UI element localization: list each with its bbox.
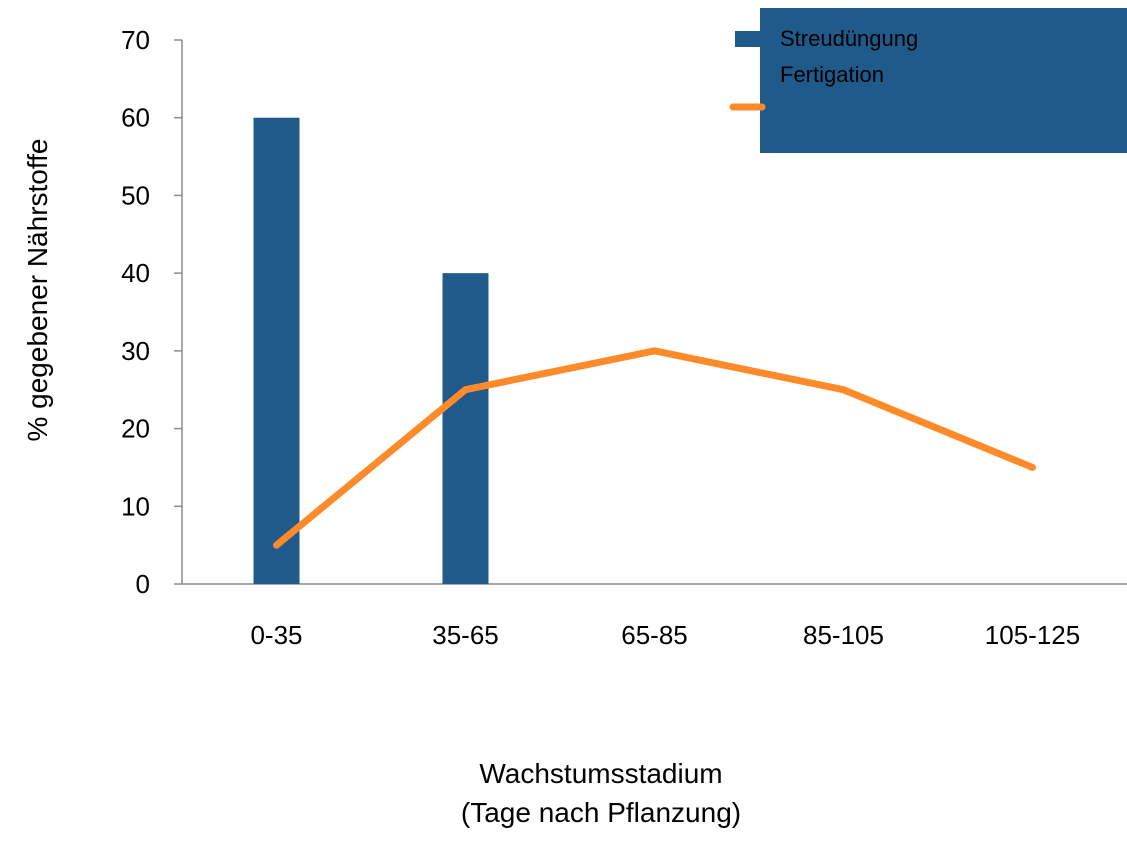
x-tick-label: 105-125 xyxy=(985,620,1080,650)
axes xyxy=(181,40,1127,585)
x-axis-title-line2: (Tage nach Pflanzung) xyxy=(461,797,741,828)
y-tick-label: 60 xyxy=(121,103,150,133)
x-ticks: 0-35 35-65 65-85 85-105 105-125 xyxy=(250,620,1080,650)
bar xyxy=(253,117,300,584)
y-tick-label: 10 xyxy=(121,491,150,521)
y-tick-label: 20 xyxy=(121,414,150,444)
x-axis-title-line1: Wachstumsstadium xyxy=(479,758,722,789)
legend: Streudüngung Fertigation xyxy=(729,8,1127,153)
y-tick-label: 40 xyxy=(121,258,150,288)
line-series xyxy=(273,347,1036,549)
line-path xyxy=(273,347,1036,549)
y-tick-label: 0 xyxy=(136,569,150,599)
bar-series xyxy=(253,117,489,584)
x-tick-label: 85-105 xyxy=(803,620,884,650)
y-axis-title: % gegebener Nährstoffe xyxy=(22,138,53,441)
y-tick-label: 30 xyxy=(121,336,150,366)
legend-label-streuduengung: Streudüngung xyxy=(780,26,918,51)
legend-bar-swatch xyxy=(735,31,765,47)
legend-label-fertigation: Fertigation xyxy=(780,62,884,87)
legend-background xyxy=(760,8,1127,153)
x-tick-label: 65-85 xyxy=(621,620,688,650)
y-ticks: 0 10 20 30 40 50 60 70 xyxy=(121,25,182,599)
y-tick-label: 50 xyxy=(121,180,150,210)
x-tick-label: 35-65 xyxy=(432,620,499,650)
x-tick-label: 0-35 xyxy=(250,620,302,650)
bar xyxy=(442,273,489,584)
y-tick-label: 70 xyxy=(121,25,150,55)
